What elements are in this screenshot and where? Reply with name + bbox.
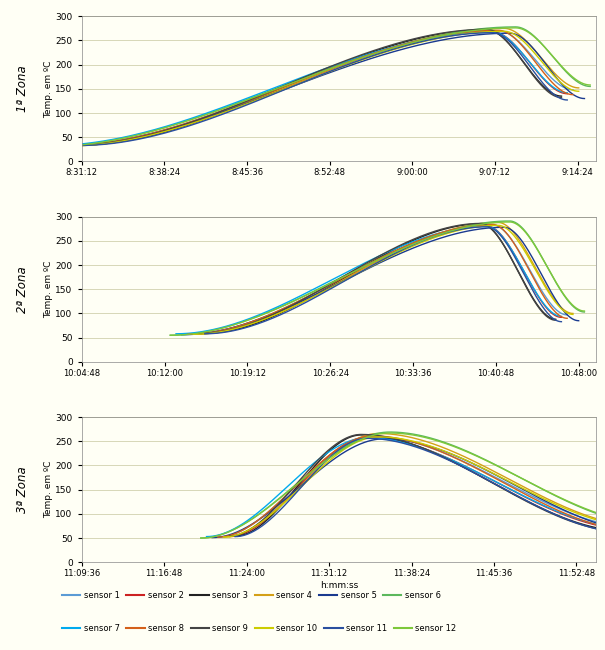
Y-axis label: Temp. em ºC: Temp. em ºC xyxy=(44,461,53,518)
Legend: sensor 1, sensor 2, sensor 3, sensor 4, sensor 5, sensor 6: sensor 1, sensor 2, sensor 3, sensor 4, … xyxy=(59,588,444,604)
Text: 2ª Zona: 2ª Zona xyxy=(16,266,29,313)
X-axis label: h:mm:ss: h:mm:ss xyxy=(319,581,358,590)
Legend: sensor 7, sensor 8, sensor 9, sensor 10, sensor 11, sensor 12: sensor 7, sensor 8, sensor 9, sensor 10,… xyxy=(59,620,460,636)
Y-axis label: Temp. em ºC: Temp. em ºC xyxy=(44,60,53,118)
Text: 1ª Zona: 1ª Zona xyxy=(16,66,29,112)
Y-axis label: Temp. em ºC: Temp. em ºC xyxy=(44,261,53,318)
Text: 3ª Zona: 3ª Zona xyxy=(16,466,29,513)
